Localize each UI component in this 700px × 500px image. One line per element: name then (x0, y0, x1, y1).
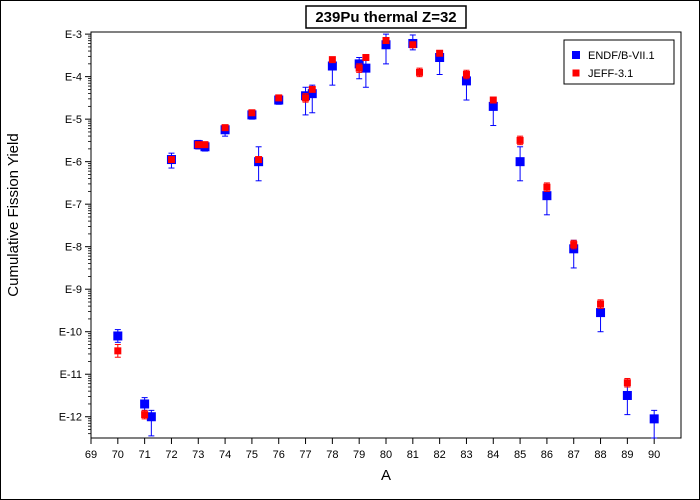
data-point (516, 136, 524, 144)
x-tick-label: 71 (139, 449, 151, 461)
x-tick-label: 77 (299, 449, 311, 461)
data-point (307, 89, 317, 99)
x-tick-label: 90 (648, 449, 660, 461)
data-point (542, 191, 552, 201)
y-tick-label: E-4 (65, 72, 82, 84)
x-tick-label: 74 (219, 449, 231, 461)
x-tick-label: 72 (165, 449, 177, 461)
y-tick-label: E-7 (65, 199, 82, 211)
data-point (194, 141, 202, 149)
data-point (362, 54, 370, 62)
data-point (596, 308, 606, 318)
data-point (221, 124, 229, 132)
x-tick-label: 85 (514, 449, 526, 461)
legend-label: ENDF/B-VII.1 (588, 50, 655, 62)
y-tick-label: E-5 (65, 114, 82, 126)
x-tick-label: 88 (594, 449, 606, 461)
data-point (255, 156, 263, 164)
legend-label: JEFF-3.1 (588, 68, 633, 80)
data-point (308, 85, 316, 93)
y-tick-label: E-6 (65, 157, 82, 169)
x-tick-label: 83 (460, 449, 472, 461)
data-point (302, 94, 310, 102)
data-point (381, 40, 391, 50)
data-point (275, 94, 283, 102)
data-point (167, 156, 175, 164)
data-point (461, 76, 471, 86)
legend-swatch (572, 69, 580, 77)
data-point (649, 414, 659, 424)
x-axis-label: A (381, 467, 391, 484)
data-point (361, 63, 371, 73)
data-point (409, 41, 417, 49)
data-point (146, 412, 156, 422)
legend-swatch (572, 51, 580, 59)
legend: ENDF/B-VII.1 JEFF-3.1 (563, 39, 675, 85)
data-point (327, 61, 337, 71)
x-tick-label: 75 (246, 449, 258, 461)
data-point (328, 56, 336, 64)
legend-box (563, 39, 675, 85)
chart-title-box: 239Pu thermal Z=32 (305, 5, 467, 29)
x-tick-label: 73 (192, 449, 204, 461)
data-point (113, 331, 123, 341)
data-point (622, 390, 632, 400)
x-tick-label: 69 (85, 449, 97, 461)
y-tick-label: E-8 (65, 242, 82, 254)
x-tick-label: 76 (273, 449, 285, 461)
y-axis-label: Cumulative Fission Yield (5, 133, 22, 296)
x-tick-label: 82 (434, 449, 446, 461)
y-axis-ticks: E-3 E-4 E-5 E-6 E-7 E-8 E-9 E-10 E-11 E-12 (59, 29, 91, 435)
x-tick-label: 79 (353, 449, 365, 461)
data-point (515, 157, 525, 167)
data-point (489, 96, 497, 104)
x-tick-label: 89 (621, 449, 633, 461)
data-point (623, 379, 631, 387)
x-tick-label: 80 (380, 449, 392, 461)
x-tick-label: 84 (487, 449, 499, 461)
data-point (435, 53, 445, 63)
y-tick-label: E-12 (59, 412, 82, 424)
data-point (140, 399, 150, 409)
series-jeff (114, 37, 631, 420)
data-point (416, 68, 424, 76)
data-point (114, 347, 122, 355)
y-tick-label: E-9 (65, 284, 82, 296)
data-marks (113, 33, 659, 439)
chart-title: 239Pu thermal Z=32 (315, 9, 456, 26)
plot-area (90, 31, 682, 439)
y-tick-label: E-11 (60, 369, 82, 381)
data-point (141, 411, 149, 419)
data-point (570, 241, 578, 249)
data-point (462, 71, 470, 79)
data-point (201, 141, 209, 149)
title-box-frame (305, 5, 467, 29)
data-point (488, 101, 498, 111)
data-point (597, 300, 605, 308)
x-tick-label: 70 (112, 449, 124, 461)
data-point (382, 37, 390, 45)
y-tick-label: E-10 (59, 327, 82, 339)
x-tick-label: 86 (541, 449, 553, 461)
data-point (436, 49, 444, 57)
x-tick-label: 87 (568, 449, 580, 461)
x-tick-label: 78 (326, 449, 338, 461)
data-point (543, 183, 551, 191)
y-tick-label: E-3 (65, 29, 82, 41)
x-tick-label: 81 (407, 449, 419, 461)
x-axis-ticks: 69 70 71 72 73 74 75 76 77 78 79 80 81 82 83 84 85 86 87 88… (85, 438, 660, 461)
data-point (355, 64, 363, 72)
data-point (248, 109, 256, 117)
